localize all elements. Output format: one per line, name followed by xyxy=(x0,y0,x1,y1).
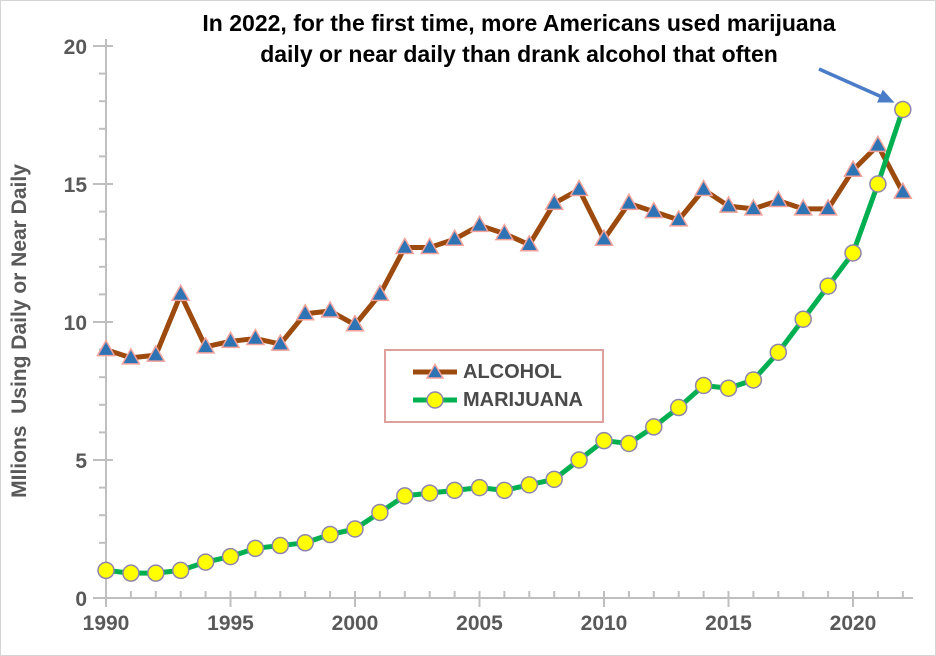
chart-title-line1: In 2022, for the first time, more Americ… xyxy=(202,10,836,36)
legend: ALCOHOL MARIJUANA xyxy=(384,349,604,423)
svg-text:0: 0 xyxy=(75,588,87,611)
chart-title: In 2022, for the first time, more Americ… xyxy=(101,8,935,70)
chart-title-line2: daily or near daily than drank alcohol t… xyxy=(260,41,778,67)
legend-item-alcohol: ALCOHOL xyxy=(412,361,602,384)
svg-text:1995: 1995 xyxy=(207,612,254,635)
legend-item-marijuana: MARIJUANA xyxy=(412,389,602,412)
y-axis-title: MIlions Using Daily or Near Daily xyxy=(8,164,31,498)
svg-text:5: 5 xyxy=(75,450,87,473)
svg-text:2010: 2010 xyxy=(581,612,628,635)
svg-text:2000: 2000 xyxy=(332,612,379,635)
svg-text:20: 20 xyxy=(64,36,87,59)
svg-text:2005: 2005 xyxy=(456,612,503,635)
svg-text:2015: 2015 xyxy=(705,612,752,635)
svg-text:1990: 1990 xyxy=(83,612,130,635)
legend-label-alcohol: ALCOHOL xyxy=(463,360,562,383)
svg-text:10: 10 xyxy=(64,312,87,335)
marijuana-line-marker-icon xyxy=(413,391,457,409)
svg-text:2020: 2020 xyxy=(830,612,877,635)
alcohol-line-marker-icon xyxy=(413,363,457,379)
legend-label-marijuana: MARIJUANA xyxy=(463,388,583,411)
svg-text:15: 15 xyxy=(64,174,88,197)
